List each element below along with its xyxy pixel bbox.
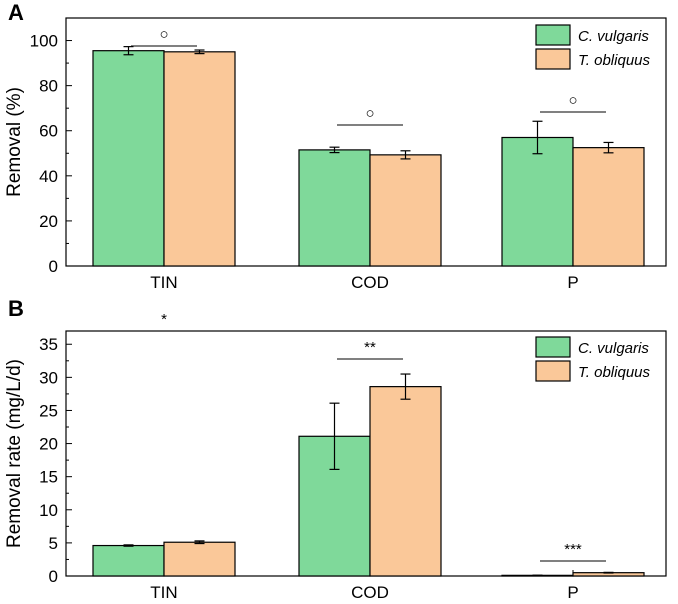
bar-t-obliquus — [572, 147, 645, 267]
y-tick-label: 40 — [39, 167, 58, 186]
significance-label: * — [161, 311, 167, 328]
legend-label: T. obliquus — [578, 52, 650, 69]
legend-swatch — [535, 360, 571, 382]
legend-label: C. vulgaris — [578, 340, 649, 357]
y-tick-label: 100 — [30, 32, 58, 51]
legend-label: C. vulgaris — [578, 28, 649, 45]
y-tick-label: 20 — [39, 212, 58, 231]
x-tick-label: TIN — [150, 583, 177, 602]
legend-swatch — [535, 336, 571, 358]
panel-label: B — [8, 296, 24, 321]
x-tick-label: P — [567, 273, 578, 292]
significance-label: *** — [564, 541, 582, 558]
x-tick-label: COD — [351, 273, 389, 292]
significance-label: ○ — [159, 26, 168, 43]
bar-c-vulgaris — [501, 136, 574, 267]
panel-label: A — [8, 0, 24, 25]
y-tick-label: 35 — [39, 335, 58, 354]
y-axis-title: Removal rate (mg/L/d) — [4, 359, 25, 548]
y-axis-title: Removal (%) — [4, 87, 25, 197]
bar-t-obliquus — [163, 51, 236, 267]
bar-t-obliquus — [369, 154, 442, 267]
y-tick-label: 60 — [39, 122, 58, 141]
y-tick-label: 0 — [49, 567, 58, 586]
x-tick-label: COD — [351, 583, 389, 602]
y-tick-label: 25 — [39, 401, 58, 420]
x-tick-label: P — [567, 583, 578, 602]
y-tick-label: 0 — [49, 257, 58, 276]
significance-label: ○ — [568, 92, 577, 109]
y-tick-label: 30 — [39, 368, 58, 387]
y-tick-label: 15 — [39, 468, 58, 487]
bar-t-obliquus — [369, 386, 442, 577]
y-tick-label: 5 — [49, 534, 58, 553]
legend-label: T. obliquus — [578, 364, 650, 381]
bar-c-vulgaris — [92, 544, 165, 577]
y-tick-label: 10 — [39, 501, 58, 520]
significance-label: ○ — [365, 105, 374, 122]
legend-swatch — [535, 48, 571, 70]
bar-c-vulgaris — [92, 50, 165, 267]
x-tick-label: TIN — [150, 273, 177, 292]
significance-label: ** — [364, 339, 376, 356]
bar-t-obliquus — [163, 541, 236, 577]
y-tick-label: 20 — [39, 435, 58, 454]
legend-swatch — [535, 24, 571, 46]
y-tick-label: 80 — [39, 77, 58, 96]
bar-c-vulgaris — [298, 149, 371, 267]
